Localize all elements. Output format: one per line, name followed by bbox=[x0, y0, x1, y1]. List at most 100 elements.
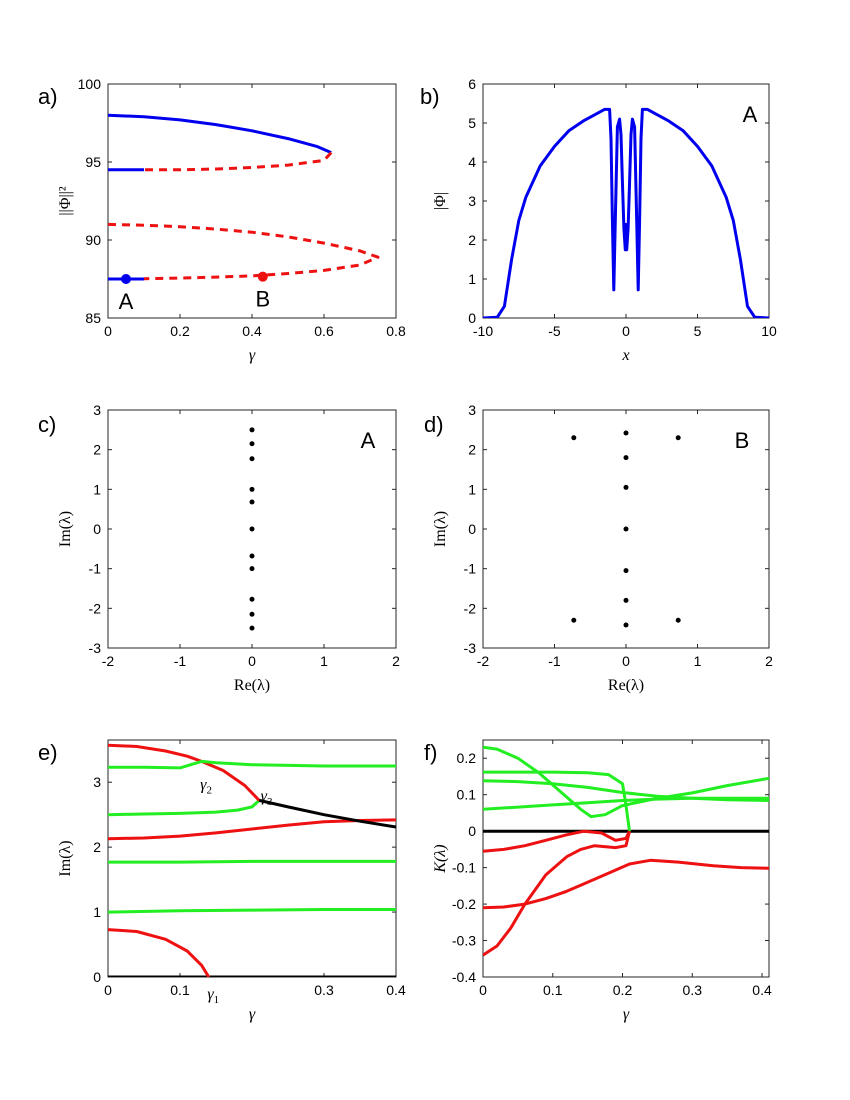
y-axis-label: K(λ) bbox=[432, 844, 449, 873]
y-axis-label: Im(λ) bbox=[57, 840, 74, 876]
y-tick-label: -1 bbox=[464, 561, 477, 577]
panel-label: d) bbox=[424, 412, 444, 437]
series-line-4 bbox=[108, 818, 396, 841]
plot-area bbox=[249, 427, 255, 631]
plot-area bbox=[483, 745, 769, 957]
state-annotation: A bbox=[361, 428, 376, 453]
state-point-label: B bbox=[255, 287, 270, 312]
plot-area bbox=[483, 107, 769, 318]
eigenvalue-point bbox=[623, 455, 629, 461]
series-line-1 bbox=[144, 151, 333, 172]
eigenvalue-point bbox=[249, 441, 255, 447]
y-tick-label: -0.4 bbox=[452, 969, 476, 985]
y-tick-label: 1 bbox=[468, 271, 476, 287]
y-tick-label: 0 bbox=[93, 521, 101, 537]
y-tick-label: 2 bbox=[468, 232, 476, 248]
y-tick-label: -2 bbox=[89, 600, 102, 616]
y-tick-label: 95 bbox=[85, 154, 101, 170]
series-line-4 bbox=[483, 796, 769, 811]
x-tick-label: 0.4 bbox=[752, 982, 772, 998]
series-line-1 bbox=[483, 745, 769, 819]
x-tick-label: -5 bbox=[548, 323, 561, 339]
x-tick-label: 1 bbox=[320, 653, 328, 669]
x-tick-label: 0.3 bbox=[314, 982, 334, 998]
y-tick-label: -3 bbox=[464, 640, 477, 656]
y-tick-label: 6 bbox=[468, 76, 476, 92]
eigenvalue-point bbox=[623, 622, 629, 628]
axes-frame-f bbox=[482, 739, 770, 978]
x-tick-label: -2 bbox=[102, 653, 115, 669]
series-line-6 bbox=[201, 760, 261, 802]
eigenvalue-point bbox=[249, 427, 255, 433]
y-tick-label: 0.2 bbox=[457, 750, 477, 766]
eigenvalue-point bbox=[623, 568, 629, 574]
gamma-symbol: γ bbox=[261, 788, 268, 805]
eigenvalue-point bbox=[675, 617, 681, 623]
series-line-3 bbox=[108, 859, 396, 864]
panel-label: e) bbox=[38, 740, 58, 765]
panel-label: a) bbox=[38, 84, 58, 109]
x-tick-label: 0.4 bbox=[242, 323, 262, 339]
series-line-9 bbox=[108, 759, 396, 770]
eigenvalue-point bbox=[249, 566, 255, 572]
series-line-8 bbox=[108, 743, 203, 763]
x-tick-label: 0.4 bbox=[386, 982, 406, 998]
y-tick-label: 0 bbox=[468, 521, 476, 537]
series-line-5 bbox=[483, 829, 631, 853]
x-tick-label: 0.8 bbox=[386, 323, 406, 339]
y-axis-label: ||Φ||² bbox=[57, 186, 74, 216]
panel-b: -10 -5 0 5 10 0 1 2 3 4 5 6 x |Φ| b) A bbox=[420, 76, 777, 364]
panel-a: 0 0.2 0.4 0.6 0.8 85 90 95 100 γ ||Φ||² a) A B bbox=[38, 76, 406, 364]
y-axis-label: Im(λ) bbox=[432, 511, 449, 547]
y-tick-label: 3 bbox=[468, 193, 476, 209]
x-tick-label: 1 bbox=[694, 653, 702, 669]
y-tick-label: 1 bbox=[93, 481, 101, 497]
y-tick-label: 2 bbox=[93, 442, 101, 458]
x-tick-label: 0.1 bbox=[170, 982, 190, 998]
y-tick-label: 0 bbox=[468, 310, 476, 326]
x-tick-label: 0.2 bbox=[613, 982, 633, 998]
x-tick-label: -1 bbox=[548, 653, 561, 669]
series-line-2 bbox=[108, 908, 396, 914]
x-tick-label: 2 bbox=[765, 653, 773, 669]
series-line-7 bbox=[258, 798, 396, 829]
state-point-B bbox=[257, 271, 268, 282]
series-line-0 bbox=[108, 113, 332, 154]
series-line-7 bbox=[483, 830, 631, 957]
eigenvalue-point bbox=[249, 611, 255, 617]
y-axis-label: |Φ| bbox=[432, 192, 449, 210]
eigenvalue-point bbox=[249, 456, 255, 462]
series-line-3 bbox=[108, 222, 380, 281]
x-axis-label: Re(λ) bbox=[608, 677, 644, 694]
eigenvalue-point bbox=[623, 526, 629, 532]
panel-label: f) bbox=[424, 740, 437, 765]
eigenvalue-point bbox=[249, 499, 255, 505]
y-tick-label: 2 bbox=[93, 839, 101, 855]
panel-label: b) bbox=[420, 84, 440, 109]
state-annotation: B bbox=[735, 428, 750, 453]
y-tick-label: 0.1 bbox=[457, 787, 477, 803]
y-tick-label: 3 bbox=[93, 774, 101, 790]
x-tick-label: 0 bbox=[248, 653, 256, 669]
panel-label: c) bbox=[38, 412, 56, 437]
y-tick-label: 90 bbox=[85, 232, 101, 248]
state-point-label: A bbox=[119, 289, 134, 314]
y-tick-label: -2 bbox=[464, 600, 477, 616]
panel-f: 0 0.1 0.2 0.3 0.4 -0.4 -0.3 -0.2 -0.1 0 0.1 0.2 γ K(λ… bbox=[424, 739, 772, 1023]
eigenvalue-point bbox=[249, 526, 255, 532]
y-axis-label: Im(λ) bbox=[57, 511, 74, 547]
y-tick-label: 1 bbox=[93, 904, 101, 920]
y-tick-label: 0 bbox=[468, 823, 476, 839]
x-tick-label: 0 bbox=[622, 653, 630, 669]
state-point-A bbox=[121, 274, 131, 284]
x-tick-label: 0 bbox=[104, 982, 112, 998]
gamma-marker: γ2 bbox=[200, 777, 212, 797]
x-axis-label: γ bbox=[249, 347, 256, 364]
y-tick-label: 1 bbox=[468, 481, 476, 497]
plot-area bbox=[571, 430, 681, 628]
x-tick-label: 0.2 bbox=[170, 323, 190, 339]
y-tick-label: -1 bbox=[89, 561, 102, 577]
